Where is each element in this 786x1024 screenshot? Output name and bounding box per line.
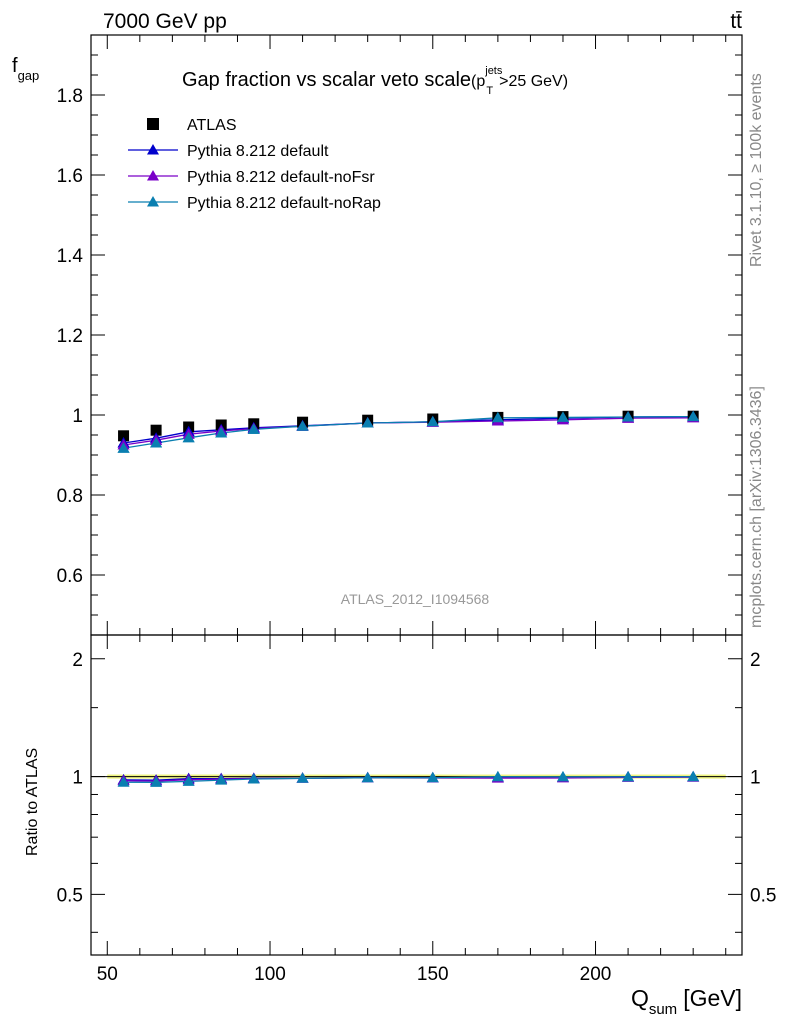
ratio-series-point xyxy=(622,770,635,782)
series-point-overlay xyxy=(247,423,260,434)
ratio-series-point xyxy=(215,774,228,785)
ratio-axis-ticks: 50 100 150 200 0.5 0.5 1 1 2 2 xyxy=(57,635,776,985)
y-tick-label: 1.6 xyxy=(57,166,83,187)
rivet-label: Rivet 3.1.10, ≥ 100k events xyxy=(748,73,765,267)
ratio-series-point xyxy=(150,776,163,787)
legend-marker xyxy=(147,170,159,181)
series-point-overlay xyxy=(296,420,309,431)
y-tick-label: 1.8 xyxy=(57,86,83,107)
legend-label: Pythia 8.212 default-noFsr xyxy=(187,169,375,186)
ratio-series-point xyxy=(247,773,260,784)
ratio-frame xyxy=(90,634,743,956)
series-point-overlay xyxy=(491,411,504,423)
y-tick-label: 0.8 xyxy=(57,486,83,507)
source-label: mcplots.cern.ch [arXiv:1306.3436] xyxy=(748,386,765,628)
x-tick-label: 50 xyxy=(97,964,118,985)
series-point-overlay xyxy=(182,431,195,443)
plot-frames xyxy=(90,34,743,956)
series-point-overlay xyxy=(622,411,635,422)
legend-marker xyxy=(147,196,159,207)
series-point-overlay xyxy=(556,411,569,422)
series-point-overlay xyxy=(215,427,228,438)
ratio-series-point xyxy=(296,772,309,783)
ratio-series-point xyxy=(426,771,439,783)
series-point-overlay xyxy=(687,410,700,422)
legend-label: Pythia 8.212 default xyxy=(187,143,329,160)
legend-label: Pythia 8.212 default-noRap xyxy=(187,195,381,212)
series-point-overlay xyxy=(117,442,130,453)
series-point-overlay xyxy=(426,415,439,427)
data-point xyxy=(118,430,130,442)
ratio-tick-label-right: 0.5 xyxy=(750,885,776,906)
y-tick-label: 0.6 xyxy=(57,566,83,587)
ratio-series xyxy=(117,770,700,787)
legend: ATLAS Pythia 8.212 default Pythia 8.212 de… xyxy=(128,117,381,212)
main-axis-ticks: 0.6 0.8 1 1.2 1.4 1.6 1.8 xyxy=(57,34,742,635)
legend-marker-data xyxy=(147,118,159,130)
ratio-series-point xyxy=(491,770,504,782)
ratio-series-line xyxy=(123,776,694,783)
process-label: tt̄ xyxy=(730,10,742,33)
ratio-series-point xyxy=(361,771,374,783)
ratio-series-point xyxy=(687,770,700,782)
ratio-series-point xyxy=(182,775,195,786)
series-line xyxy=(123,415,694,444)
main-series xyxy=(117,410,700,453)
legend-marker xyxy=(147,144,159,155)
y-axis-title-ratio: Ratio to ATLAS xyxy=(24,748,41,856)
y-tick-label: 1 xyxy=(72,406,83,427)
ratio-series-point xyxy=(117,776,130,787)
x-tick-label: 200 xyxy=(580,964,612,985)
analysis-id: ATLAS_2012_I1094568 xyxy=(341,591,490,607)
x-axis-title: Qsum [GeV] xyxy=(631,985,742,1018)
ratio-tick-label-left: 0.5 xyxy=(57,885,83,906)
energy-label: 7000 GeV pp xyxy=(103,10,227,33)
legend-label-data: ATLAS xyxy=(187,117,237,134)
data-point xyxy=(150,424,162,436)
ratio-tick-label-right: 1 xyxy=(750,768,761,789)
x-tick-label: 150 xyxy=(417,964,449,985)
x-tick-label: 100 xyxy=(254,964,286,985)
ratio-tick-label-right: 2 xyxy=(750,650,761,671)
ratio-tick-label-left: 1 xyxy=(72,768,83,789)
chart-title: Gap fraction vs scalar veto scale(pjets T… xyxy=(182,65,568,97)
series-point-overlay xyxy=(150,437,163,448)
y-tick-label: 1.2 xyxy=(57,326,83,347)
ratio-series-point xyxy=(556,770,569,782)
ratio-tick-label-left: 2 xyxy=(72,650,83,671)
y-axis-title-main: fgap xyxy=(12,55,39,83)
y-tick-label: 1.4 xyxy=(57,246,84,267)
series-point-overlay xyxy=(361,417,374,428)
